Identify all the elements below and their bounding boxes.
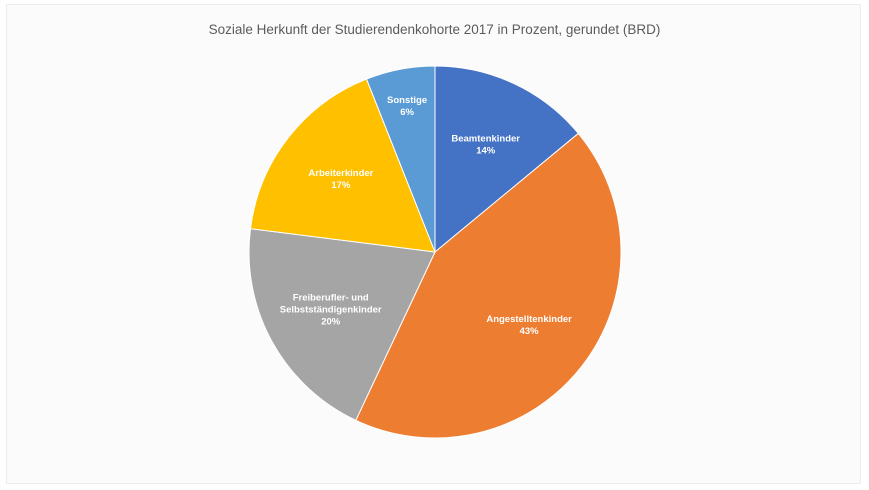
pie-slice-freiberufler-und-selbstständigenkinder: [248, 228, 436, 421]
slice-label-freiberufler-und-selbstständigenkinder: Freiberufler- und Selbstständigenkinder 20…: [280, 292, 382, 327]
pie-slice-sonstige: [365, 65, 436, 253]
slice-label-arbeiterkinder: Arbeiterkinder 17%: [308, 168, 373, 191]
slice-label-sonstige: Sonstige 6%: [387, 95, 427, 118]
pie-slice-beamtenkinder: [434, 65, 580, 254]
slice-label-angestelltenkinder: Angestelltenkinder 43%: [486, 314, 572, 337]
chart-title: Soziale Herkunft der Studierendenkohorte…: [208, 22, 661, 37]
pie-slice-angestelltenkinder: [355, 132, 622, 439]
slice-label-beamtenkinder: Beamtenkinder 14%: [451, 133, 520, 156]
pie-slice-arbeiterkinder: [249, 78, 436, 253]
